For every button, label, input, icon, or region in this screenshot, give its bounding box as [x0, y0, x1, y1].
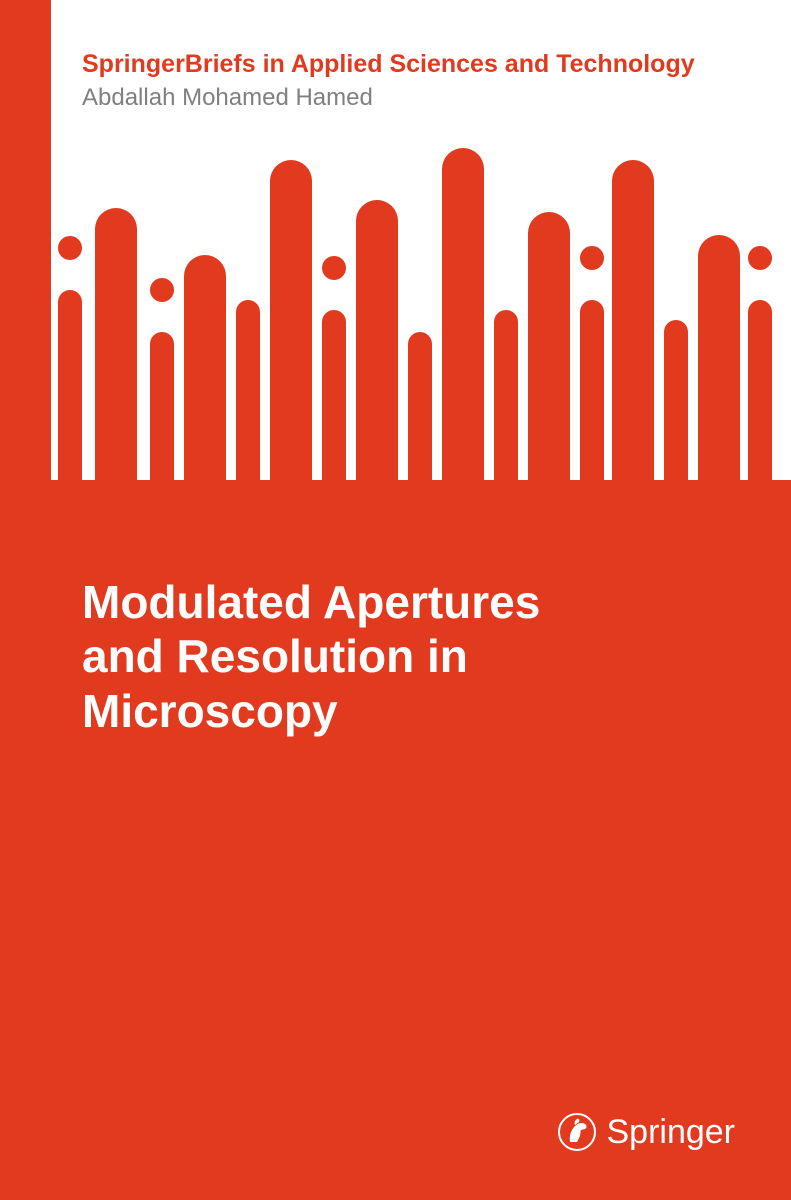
series-title: SpringerBriefs in Applied Sciences and T… [82, 50, 695, 79]
publisher-logo: Springer [558, 1110, 735, 1154]
book-title: Modulated Apertures and Resolution in Mi… [82, 575, 682, 738]
springer-horse-icon [558, 1110, 596, 1154]
author-name: Abdallah Mohamed Hamed [82, 84, 373, 112]
publisher-name: Springer [606, 1113, 735, 1152]
title-line-2: and Resolution in [82, 629, 682, 683]
title-line-3: Microscopy [82, 684, 682, 738]
title-line-1: Modulated Apertures [82, 575, 682, 629]
